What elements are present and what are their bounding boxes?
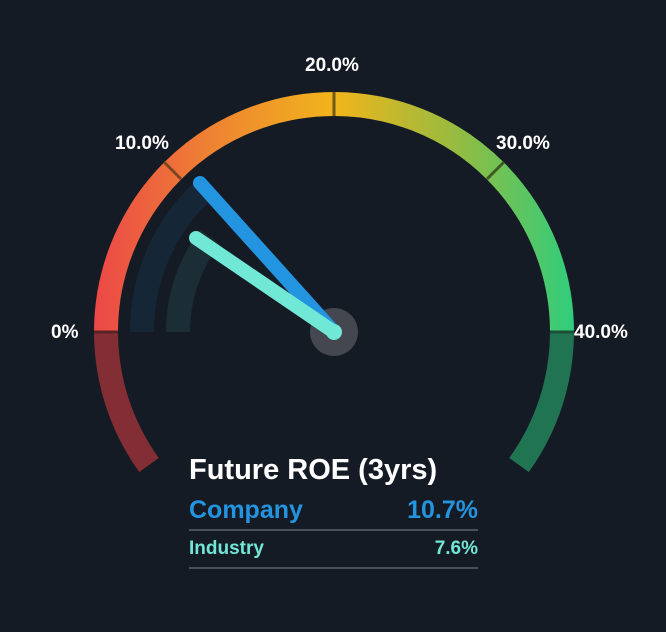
tick-label-10: 10.0% [115, 133, 169, 154]
tick-30 [485, 160, 506, 181]
company-label: Company [189, 496, 303, 524]
tick-label-20: 20.0% [305, 55, 359, 76]
gauge-high-zone [509, 331, 574, 473]
industry-label: Industry [189, 538, 264, 559]
gauge-low-zone [94, 331, 159, 473]
tick-label-30: 30.0% [496, 133, 550, 154]
chart-title: Future ROE (3yrs) [189, 454, 438, 486]
tick-10 [162, 160, 183, 181]
industry-value: 7.6% [434, 538, 478, 559]
tick-label-0: 0% [51, 322, 79, 343]
legend-row-company: Company 10.7% [189, 492, 478, 531]
legend-row-industry: Industry 7.6% [189, 531, 478, 569]
company-needle [193, 176, 341, 339]
company-value: 10.7% [407, 496, 478, 524]
company-track [129, 179, 215, 333]
industry-needle [189, 231, 341, 339]
legend: Future ROE (3yrs) Company 10.7% Industry… [189, 452, 478, 569]
tick-label-40: 40.0% [574, 322, 628, 343]
